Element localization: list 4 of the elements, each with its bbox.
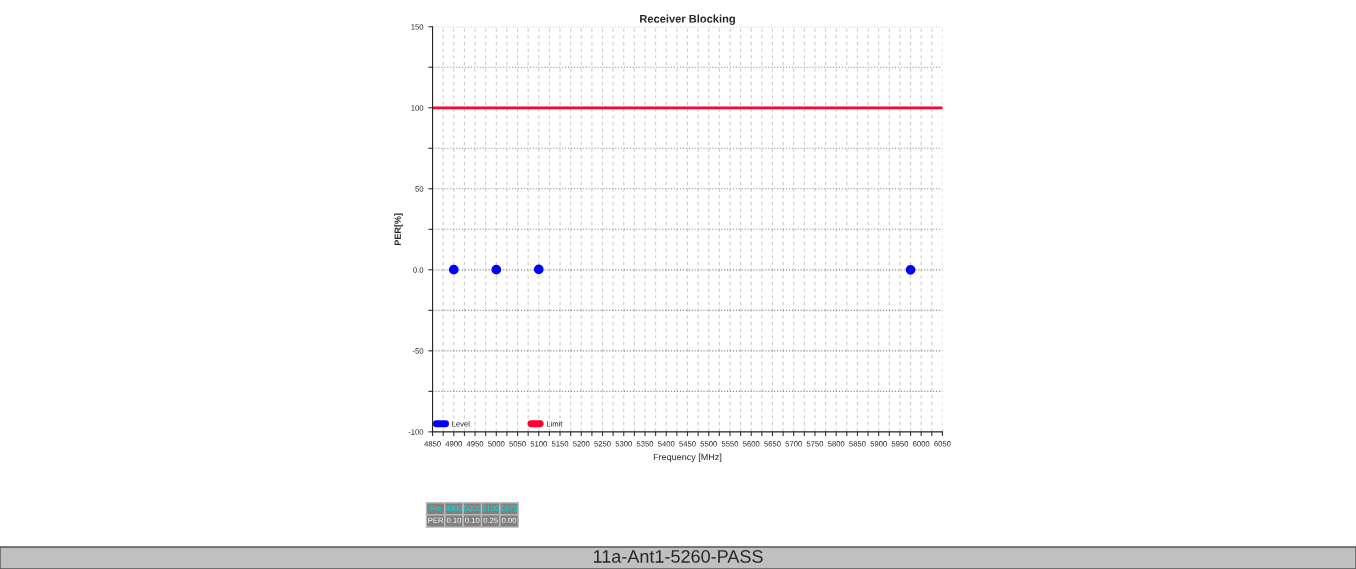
chart-title: Receiver Blocking [640, 14, 735, 25]
y-axis-title: PER[%] [394, 213, 403, 245]
text: 11a-Ant1-5260-PASS [593, 550, 763, 563]
x-axis-title: Frequency [MHz] [653, 453, 722, 462]
